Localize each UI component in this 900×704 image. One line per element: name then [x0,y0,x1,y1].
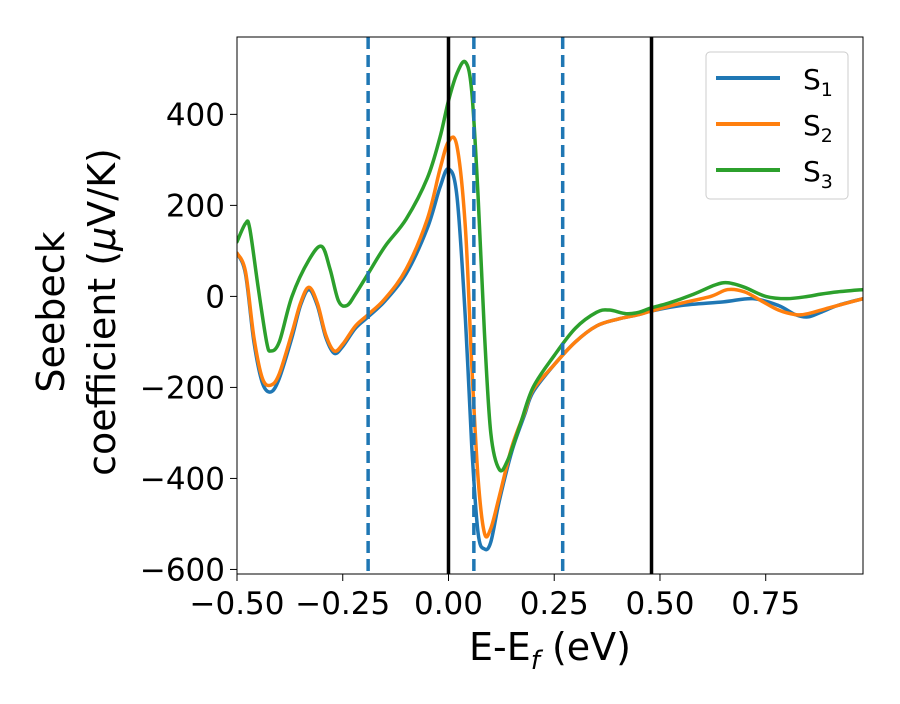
y-tick-label: 400 [166,97,225,133]
legend-label-s1: S1 [803,63,833,101]
x-tick-label: 0.25 [520,586,589,622]
x-tick-label: 0.00 [414,586,483,622]
y-tick-label: 200 [166,188,225,224]
y-axis-label-line2: coefficient (μV/K) [80,148,124,476]
legend: S1 S2 S3 [705,51,849,200]
reference-lines [366,37,654,574]
x-tick-label: −0.50 [190,586,285,622]
series-line-s3 [237,59,863,473]
y-axis-label-line1: Seebeck [29,231,73,392]
y-tick-label: 0 [205,279,225,315]
x-tick-label: −0.25 [295,586,390,622]
axis-ticks: −0.50 −0.25 0.00 0.25 0.50 0.75 −600 −400 −200 0 2… [140,97,800,622]
x-tick-label: 0.50 [625,586,694,622]
y-tick-label: −600 [140,552,225,588]
x-tick-label: 0.75 [731,586,800,622]
legend-label-s2: S2 [803,109,833,147]
y-tick-label: −400 [140,461,225,497]
x-axis-label: E-Ef (eV) [469,625,631,676]
legend-label-s3: S3 [803,155,833,193]
plot-area-frame [236,36,864,575]
y-tick-label: −200 [140,370,225,406]
